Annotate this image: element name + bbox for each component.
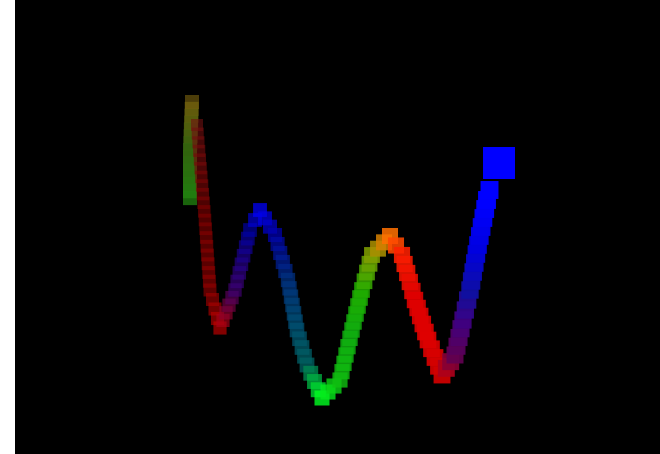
trail-square — [481, 181, 499, 199]
trail-square — [183, 191, 197, 205]
trail-square — [483, 147, 515, 179]
page: (() => { const data = JSON.parse(documen… — [0, 0, 660, 454]
render-view — [0, 0, 660, 454]
